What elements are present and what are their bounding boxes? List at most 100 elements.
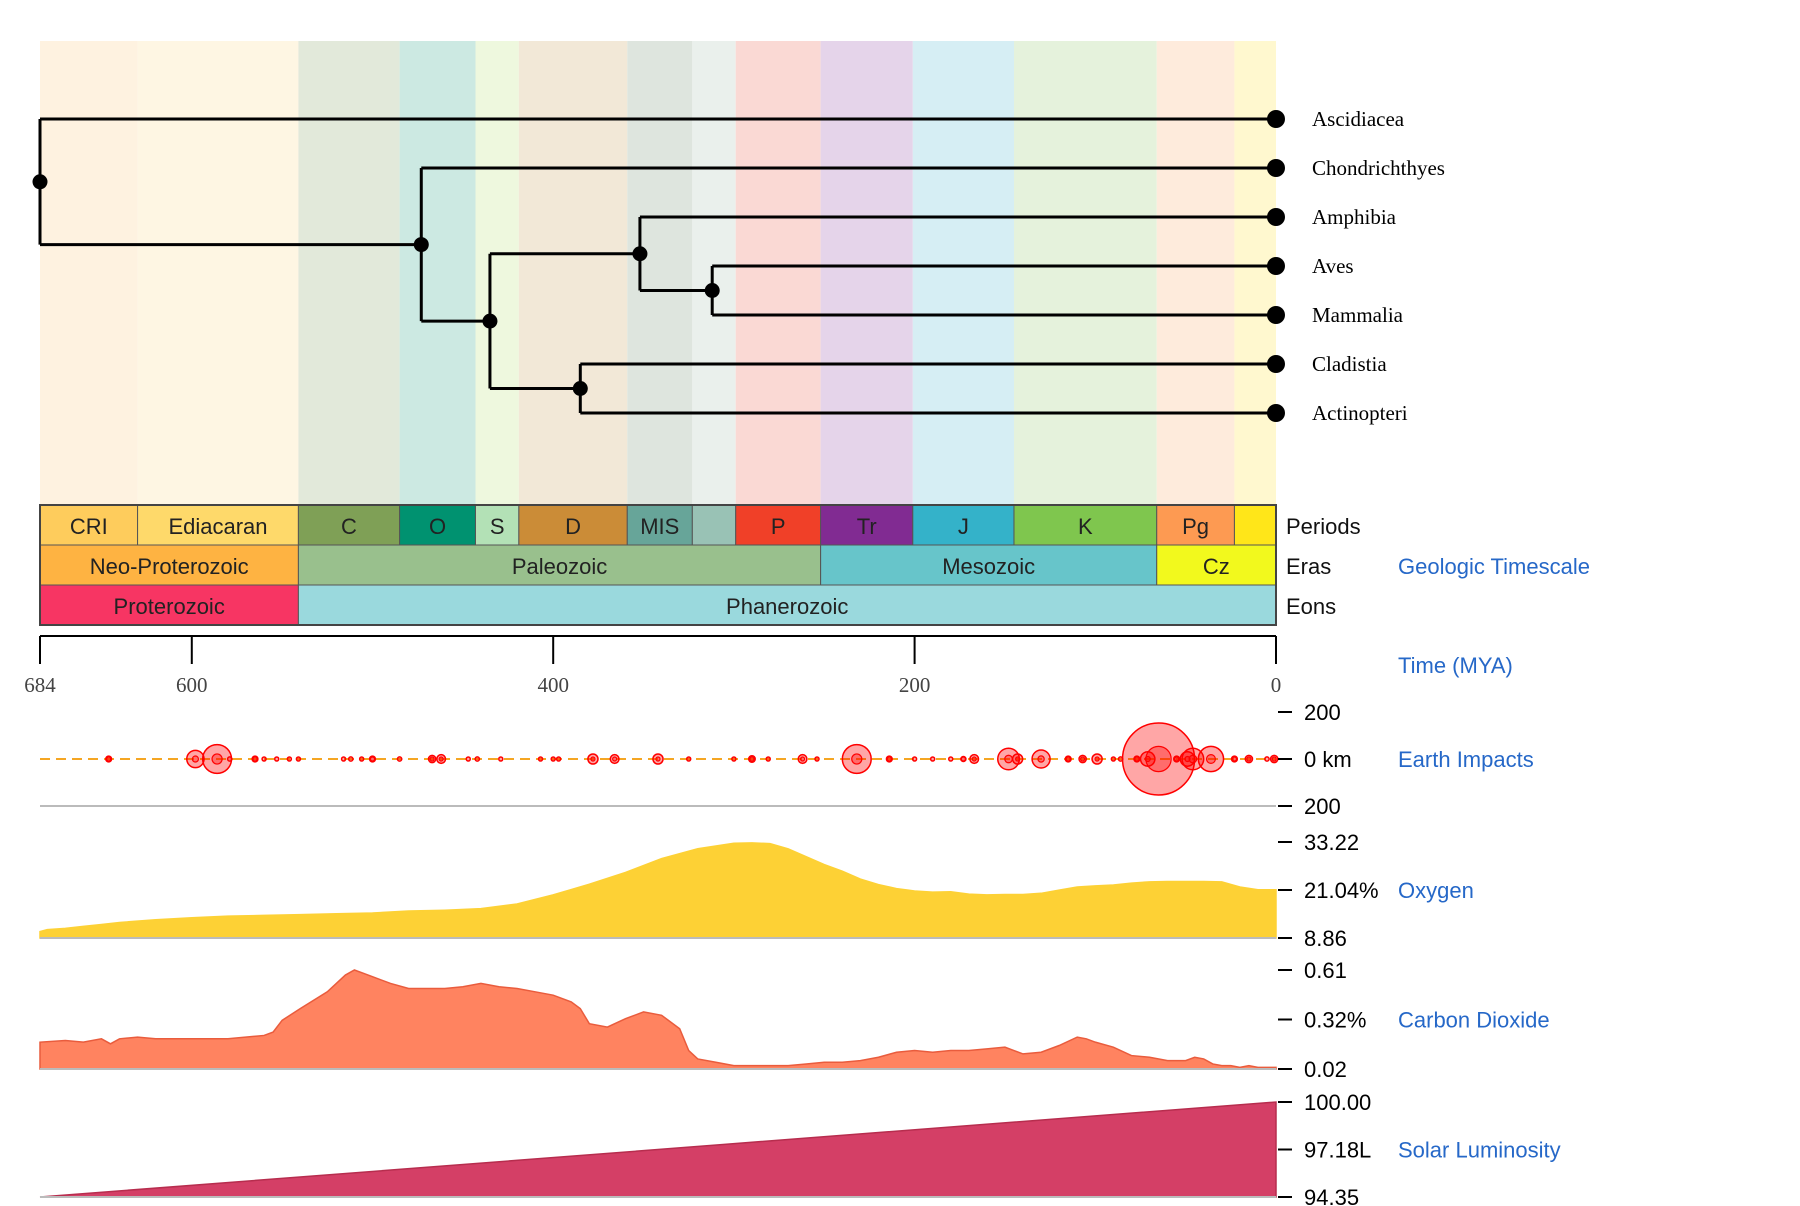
timescale-eras-label-1: Paleozoic (512, 554, 607, 579)
impact-crater-core-23 (612, 756, 618, 762)
time-axis-tick-label-0: 0 (1271, 673, 1282, 697)
impact-crater-core-2 (211, 753, 223, 765)
timescale-eons-label-0: Proterozoic (114, 594, 225, 619)
timescale-periods-label-12: Pg (1182, 514, 1209, 539)
impact-crater-core-46 (1134, 756, 1140, 762)
impact-crater-24 (652, 753, 664, 765)
timescale-eras-cell-0 (39, 544, 299, 586)
impact-crater-core-0 (106, 756, 112, 762)
impact-crater-core-14 (429, 756, 435, 762)
impact-crater-core-41 (1065, 756, 1071, 762)
tip-dot-amphibia (1267, 208, 1285, 226)
co2-tick-label-0: 0.61 (1304, 958, 1347, 983)
impact-crater-31 (841, 743, 872, 775)
tip-label-cladistia: Cladistia (1312, 352, 1387, 376)
tip-dot-actinopteri (1267, 404, 1285, 422)
impact-crater-9 (340, 756, 347, 762)
timescale-periods-label-4: S (490, 514, 505, 539)
tip-dot-ascidiacea (1267, 110, 1285, 128)
impact-crater-core-38 (1004, 754, 1013, 764)
oxygen-area (39, 842, 1277, 939)
impact-crater-core-51 (1188, 754, 1198, 764)
impact-crater-18 (498, 756, 504, 762)
impact-crater-21 (555, 756, 562, 762)
impact-crater-3 (226, 756, 233, 762)
tip-label-actinopteri: Actinopteri (1312, 401, 1408, 425)
impact-crater-16 (465, 756, 472, 762)
solar-tick-label-0: 100.00 (1304, 1090, 1371, 1115)
timescale-row-label-eons: Eons (1286, 594, 1336, 619)
impact-crater-20 (550, 756, 556, 762)
period-band-5 (518, 41, 628, 504)
timescale-periods-cell-7 (691, 504, 737, 546)
timescale-periods-cell-1 (137, 504, 299, 546)
period-band-9 (820, 41, 913, 504)
impact-crater-13 (396, 756, 403, 762)
timescale-periods-label-8: P (771, 514, 786, 539)
oxygen-tick-label-2: 8.86 (1304, 926, 1347, 951)
oxygen-title: Oxygen (1398, 878, 1474, 903)
impact-crater-39 (1011, 753, 1024, 765)
impact-crater-25 (685, 756, 692, 762)
timescale-periods-cell-4 (474, 504, 520, 546)
carbon-dioxide-panel: 0.61 0.32% 0.02 Carbon Dioxide (39, 958, 1550, 1082)
timescale-periods-label-11: K (1078, 514, 1093, 539)
impact-crater-28 (765, 756, 771, 762)
geologic-timescale-title: Geologic Timescale (1398, 554, 1590, 579)
impact-crater-8 (295, 756, 302, 762)
impact-crater-11 (358, 756, 365, 762)
tip-label-mammalia: Mammalia (1312, 303, 1404, 327)
tree-node-vert (413, 237, 429, 253)
solar-title: Solar Luminosity (1398, 1138, 1561, 1163)
timescale-periods-label-10: J (958, 514, 969, 539)
period-band-13 (1234, 41, 1276, 504)
timescale-frame (39, 504, 1277, 626)
geologic-timescale: CRI Ediacaran C O S D MIS P Tr J K Pg Periods Neo-Pro… (39, 504, 1590, 626)
time-axis: 684 600 400 200 0 Time (MYA) (24, 635, 1513, 697)
impact-crater-core-56 (1271, 756, 1277, 762)
solar-tick-label-1: 97.18L (1304, 1138, 1371, 1163)
impacts-tick-label-0: 200 (1304, 700, 1341, 725)
impact-crater-core-43 (1094, 756, 1100, 762)
impacts-tick-label-1: 0 km (1304, 747, 1352, 772)
impact-crater-core-12 (369, 756, 376, 762)
impact-crater-34 (929, 756, 936, 762)
tree-node-amniota (704, 283, 720, 298)
tip-label-aves: Aves (1312, 254, 1354, 278)
impact-crater-core-39 (1014, 756, 1021, 762)
timescale-eons-label-1: Phanerozoic (726, 594, 848, 619)
tree-node-osteich (482, 313, 498, 329)
impact-crater-core-24 (655, 756, 661, 762)
period-band-0 (40, 41, 138, 504)
impact-crater-core-4 (252, 756, 258, 762)
period-band-1 (137, 41, 299, 504)
period-band-4 (475, 41, 519, 504)
impact-crater-core-53 (1231, 756, 1238, 762)
timescale-eras-label-3: Cz (1203, 554, 1230, 579)
impact-crater-core-15 (438, 756, 444, 762)
tip-dot-cladistia (1267, 355, 1285, 373)
impact-crater-26 (731, 756, 737, 762)
impact-crater-19 (537, 756, 544, 762)
timescale-periods-cell-9 (820, 504, 914, 546)
time-axis-tick-label-684: 684 (24, 673, 56, 697)
timescale-periods-cell-13 (1233, 504, 1277, 546)
impact-crater-core-1 (191, 755, 200, 763)
impact-crater-10 (347, 756, 354, 762)
timescale-periods-label-2: C (341, 514, 357, 539)
tip-label-amphibia: Amphibia (1312, 205, 1397, 229)
impact-crater-core-27 (749, 756, 755, 762)
solar-luminosity-panel: 100.00 97.18L 94.35 Solar Luminosity (39, 1090, 1561, 1206)
impact-crater-55 (1264, 756, 1270, 762)
timescale-periods-cell-5 (518, 504, 628, 546)
timescale-periods-label-9: Tr (857, 514, 877, 539)
impact-crater-52 (1197, 745, 1225, 773)
timescale-eras-cell-2 (820, 544, 1158, 586)
phylogenetic-tree: Ascidiacea Chondrichthyes Amphibia Aves Mamm… (32, 107, 1445, 425)
impact-crater-core-36 (960, 756, 966, 762)
timescale-periods-cell-11 (1013, 504, 1158, 546)
period-band-7 (692, 41, 736, 504)
impact-crater-33 (911, 756, 918, 762)
co2-tick-label-2: 0.02 (1304, 1057, 1347, 1082)
tip-label-chondrichthyes: Chondrichthyes (1312, 156, 1445, 180)
